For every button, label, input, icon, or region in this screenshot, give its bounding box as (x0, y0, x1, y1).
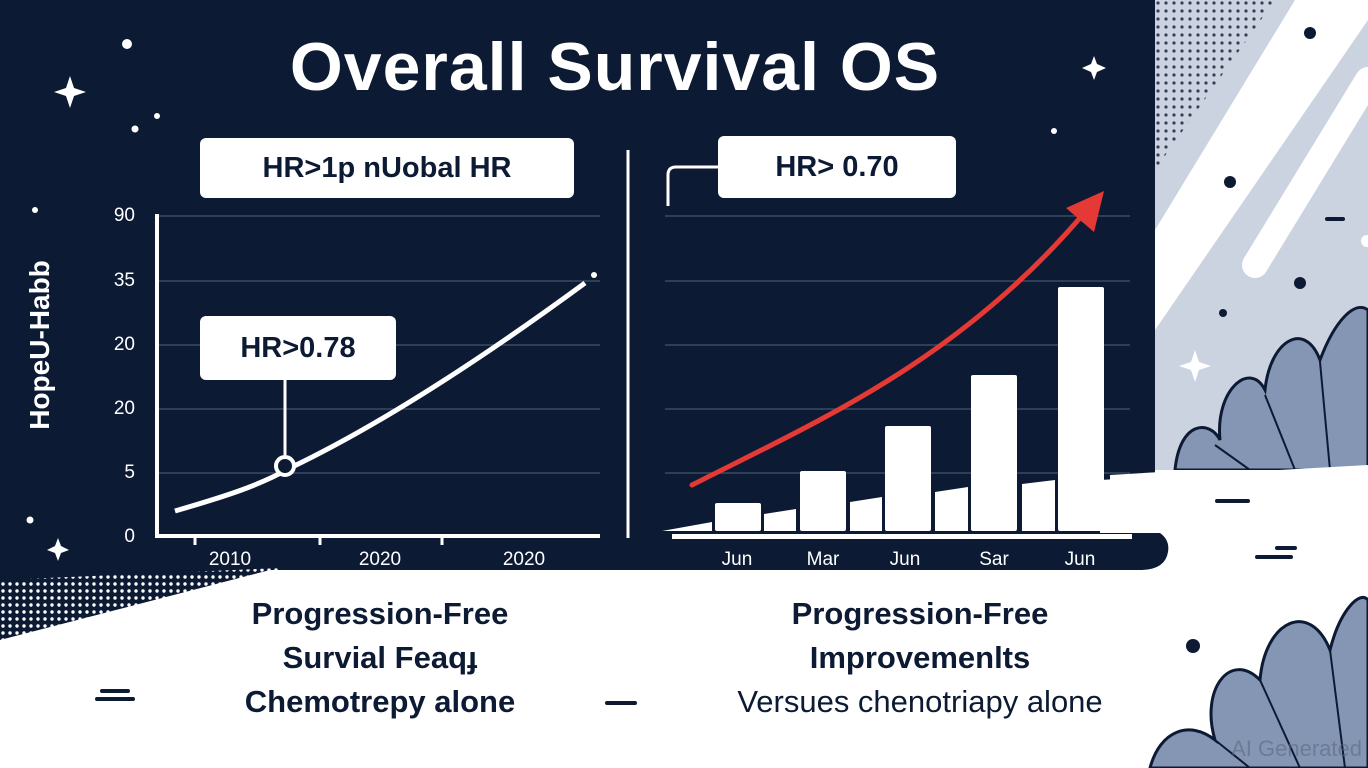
global-hr-callout: HR>1p nUobal HR (200, 138, 574, 198)
left-caption-line3: Chemotrepy alone (244, 684, 516, 719)
page-title: Overall Survival OS (289, 29, 941, 105)
x-tick: Mar (806, 549, 840, 570)
x-tick: Jun (889, 549, 921, 570)
left-caption: Progression-Free Survial Feaqɟ Chemotrep… (180, 592, 580, 724)
y-tick: 90 (113, 205, 135, 226)
right-caption-line3: Versues chenotriapy alone (737, 684, 1103, 719)
x-tick: Sar (979, 549, 1009, 570)
decor-stripes-icon (1155, 0, 1368, 470)
right-caption-line2: Improvemenlts (809, 640, 1031, 675)
x-tick: 2010 (208, 549, 252, 570)
arrow-head-icon (1066, 191, 1104, 232)
right-hr-callout: HR> 0.70 (718, 136, 956, 198)
y-tick: 5 (124, 462, 135, 483)
y-tick: 35 (113, 270, 135, 291)
point-hr-callout: HR>0.78 (200, 316, 396, 380)
y-tick: 20 (113, 398, 135, 419)
left-caption-line2: Survial Feaqɟ (282, 640, 478, 675)
x-tick: Jun (1064, 549, 1096, 570)
x-tick: Jun (721, 549, 753, 570)
x-tick: 2020 (502, 549, 546, 570)
y-tick: 20 (113, 334, 135, 355)
decorative-side-panel (1155, 0, 1368, 470)
left-caption-line1: Progression-Free (251, 596, 509, 631)
y-tick: 0 (124, 526, 135, 547)
ai-generated-watermark: AI Generated (1231, 736, 1362, 761)
right-caption: Progression-Free Improvemenlts Versues c… (680, 592, 1160, 724)
right-caption-line1: Progression-Free (791, 596, 1049, 631)
x-tick: 2020 (358, 549, 402, 570)
